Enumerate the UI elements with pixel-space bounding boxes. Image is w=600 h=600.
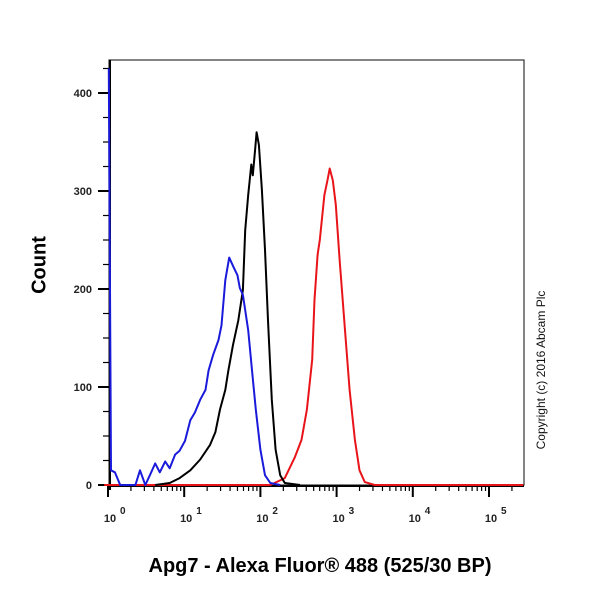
x-tick-label: 10 <box>409 513 421 525</box>
red-histogram-line <box>104 167 524 486</box>
x-tick-exponent: 0 <box>120 506 126 517</box>
y-tick-label: 400 <box>74 88 92 100</box>
y-axis: 0 100 200 300 400 <box>74 60 111 492</box>
x-tick-exponent: 5 <box>501 506 507 517</box>
x-axis-label: Apg7 - Alexa Fluor® 488 (525/30 BP) <box>148 555 492 577</box>
x-axis: 10 0 10 1 10 2 10 3 10 4 10 5 <box>104 485 524 525</box>
x-tick-exponent: 4 <box>425 506 431 517</box>
y-tick-label: 100 <box>74 382 92 394</box>
y-axis-label-text: Count <box>28 236 51 294</box>
x-tick-label: 10 <box>104 513 116 525</box>
x-tick-label: 10 <box>256 513 268 525</box>
blue-histogram-line <box>107 68 281 486</box>
x-tick-exponent: 2 <box>272 506 278 517</box>
y-tick-label: 0 <box>86 480 92 492</box>
copyright-notice: Copyright (c) 2016 Abcam Plc <box>530 240 552 500</box>
x-tick-label: 10 <box>332 513 344 525</box>
x-tick-exponent: 1 <box>196 506 202 517</box>
histogram-curves <box>104 68 524 486</box>
x-tick-label: 10 <box>485 513 497 525</box>
black-histogram-line <box>155 131 301 486</box>
x-tick-label: 10 <box>180 513 192 525</box>
x-tick-exponent: 3 <box>349 506 355 517</box>
copyright-text: Copyright (c) 2016 Abcam Plc <box>534 290 548 450</box>
y-tick-label: 300 <box>74 186 92 198</box>
y-axis-label: Count <box>10 200 70 330</box>
y-tick-label: 200 <box>74 284 92 296</box>
